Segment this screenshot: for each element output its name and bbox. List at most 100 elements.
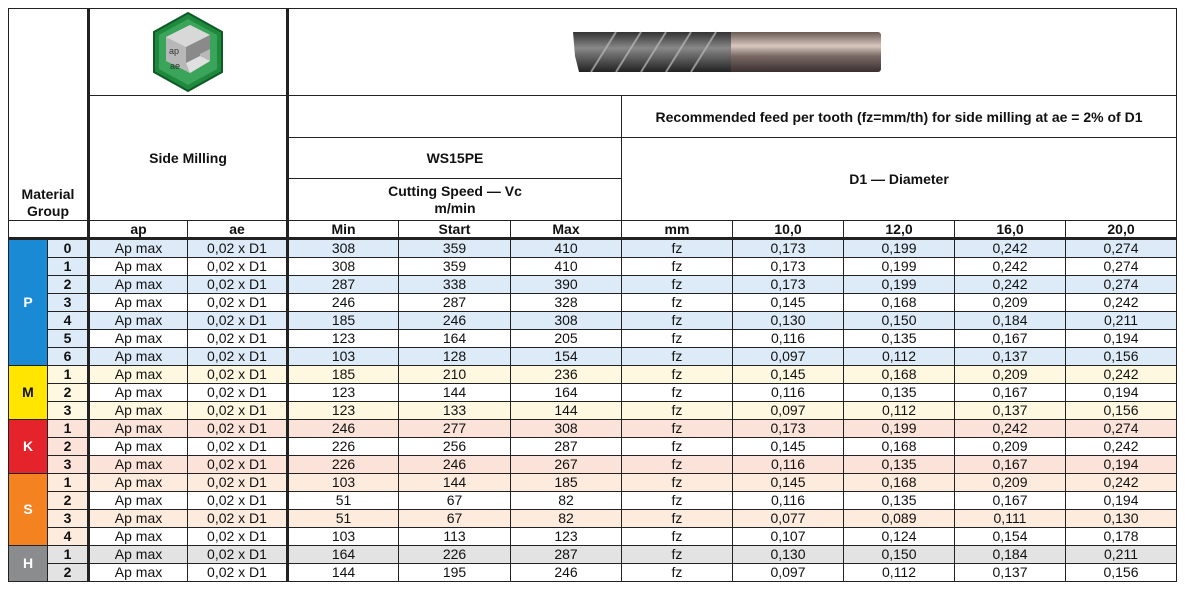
feed-value: 0,242: [1065, 473, 1177, 492]
ap-value: Ap max: [87, 401, 188, 420]
ae-label: ae: [170, 61, 180, 71]
speed-max: 205: [510, 329, 622, 348]
table-row: 4 Ap max 0,02 x D1 103 113 123 fz 0,107 0,124 0,1…: [9, 527, 1177, 546]
subgroup-number: 1: [47, 257, 89, 276]
speed-start: 128: [398, 347, 511, 366]
speed-min: 287: [286, 275, 399, 294]
speed-max: 287: [510, 437, 622, 456]
feed-value: 0,130: [732, 545, 844, 564]
speed-max: 82: [510, 491, 622, 510]
column-header-16-0: 16,0: [954, 220, 1066, 240]
feed-value: 0,097: [732, 563, 844, 582]
ae-value: 0,02 x D1: [187, 509, 288, 528]
feed-value: 0,194: [1065, 329, 1177, 348]
feed-title: Recommended feed per tooth (fz=mm/th) fo…: [621, 95, 1177, 138]
feed-value: 0,184: [954, 545, 1066, 564]
feed-value: 0,168: [843, 293, 955, 312]
unit-label: fz: [621, 257, 733, 276]
speed-max: 154: [510, 347, 622, 366]
ap-value: Ap max: [87, 293, 188, 312]
ae-value: 0,02 x D1: [187, 238, 288, 258]
subgroup-number: 2: [47, 437, 89, 456]
unit-label: fz: [621, 383, 733, 402]
subgroup-number: 4: [47, 527, 89, 546]
ap-value: Ap max: [87, 275, 188, 294]
feed-value: 0,137: [954, 563, 1066, 582]
speed-start: 195: [398, 563, 511, 582]
ap-value: Ap max: [87, 365, 188, 384]
feed-value: 0,097: [732, 347, 844, 366]
speed-max: 185: [510, 473, 622, 492]
feed-value: 0,211: [1065, 311, 1177, 330]
feed-value: 0,168: [843, 473, 955, 492]
tool-name: WS15PE: [286, 137, 622, 179]
ae-value: 0,02 x D1: [187, 311, 288, 330]
unit-label: fz: [621, 419, 733, 438]
feed-value: 0,130: [1065, 509, 1177, 528]
speed-min: 51: [286, 509, 399, 528]
ap-value: Ap max: [87, 509, 188, 528]
feed-value: 0,112: [843, 401, 955, 420]
speed-start: 338: [398, 275, 511, 294]
speed-start: 277: [398, 419, 511, 438]
subgroup-number: 2: [47, 563, 89, 582]
table-row: P 0 Ap max 0,02 x D1 308 359 410 fz 0,173 0,199 0,…: [8, 238, 1177, 366]
table-row: K 1 Ap max 0,02 x D1 246 277 308 fz 0,173 0,199 0,…: [8, 419, 1177, 474]
feed-value: 0,124: [843, 527, 955, 546]
unit-label: fz: [621, 491, 733, 510]
table-row: 6 Ap max 0,02 x D1 103 128 154 fz 0,097 0,112 0,1…: [9, 347, 1177, 366]
feed-value: 0,135: [843, 383, 955, 402]
feed-value: 0,173: [732, 238, 844, 258]
feed-value: 0,112: [843, 347, 955, 366]
feed-value: 0,211: [1065, 545, 1177, 564]
speed-start: 210: [398, 365, 511, 384]
feed-value: 0,145: [732, 365, 844, 384]
ae-value: 0,02 x D1: [187, 491, 288, 510]
ap-label: ap: [169, 46, 179, 56]
feed-value: 0,116: [732, 491, 844, 510]
speed-min: 185: [286, 311, 399, 330]
feed-value: 0,194: [1065, 455, 1177, 474]
feed-value: 0,137: [954, 401, 1066, 420]
ae-value: 0,02 x D1: [187, 347, 288, 366]
speed-start: 164: [398, 329, 511, 348]
ap-value: Ap max: [87, 383, 188, 402]
subgroup-number: 2: [47, 383, 89, 402]
tool-image-cell: [286, 8, 1177, 96]
end-mill-image: [573, 31, 881, 73]
speed-start: 67: [398, 491, 511, 510]
ap-value: Ap max: [87, 257, 188, 276]
speed-start: 287: [398, 293, 511, 312]
feed-value: 0,150: [843, 545, 955, 564]
table-row: 3 Ap max 0,02 x D1 226 246 267 fz 0,116 0,135 0,1…: [9, 455, 1177, 474]
feed-value: 0,135: [843, 491, 955, 510]
ap-value: Ap max: [87, 437, 188, 456]
ae-value: 0,02 x D1: [187, 563, 288, 582]
ap-value: Ap max: [87, 545, 188, 564]
feed-value: 0,150: [843, 311, 955, 330]
feed-value: 0,199: [843, 419, 955, 438]
speed-min: 164: [286, 545, 399, 564]
speed-start: 256: [398, 437, 511, 456]
unit-label: fz: [621, 329, 733, 348]
speed-min: 123: [286, 329, 399, 348]
speed-max: 410: [510, 238, 622, 258]
column-header-ae: ae: [187, 220, 288, 240]
ae-value: 0,02 x D1: [187, 545, 288, 564]
unit-label: fz: [621, 473, 733, 492]
speed-start: 67: [398, 509, 511, 528]
side-milling-icon-cell: ap ae: [87, 8, 288, 96]
speed-max: 410: [510, 257, 622, 276]
feed-value: 0,168: [843, 437, 955, 456]
speed-min: 185: [286, 365, 399, 384]
speed-min: 123: [286, 383, 399, 402]
ap-value: Ap max: [87, 491, 188, 510]
feed-value: 0,194: [1065, 383, 1177, 402]
ap-value: Ap max: [87, 329, 188, 348]
feed-value: 0,184: [954, 311, 1066, 330]
speed-start: 226: [398, 545, 511, 564]
feed-value: 0,112: [843, 563, 955, 582]
subgroup-number: 1: [47, 419, 89, 438]
speed-max: 328: [510, 293, 622, 312]
feed-value: 0,274: [1065, 238, 1177, 258]
